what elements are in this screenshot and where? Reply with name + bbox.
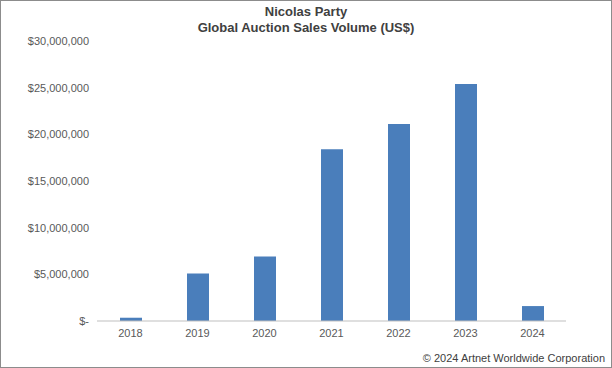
svg-text:$10,000,000: $10,000,000 [28,222,89,234]
svg-text:2024: 2024 [520,327,544,339]
svg-text:2019: 2019 [185,327,209,339]
svg-text:$-: $- [79,315,89,327]
html-text:© 2024 Artnet Worldwide Corpor: © 2024 Artnet Worldwide Corporation [422,352,605,364]
svg-text:$20,000,000: $20,000,000 [28,128,89,140]
html-text:Nicolas Party: Nicolas Party [264,4,348,19]
svg-text:$5,000,000: $5,000,000 [34,268,89,280]
svg-text:$15,000,000: $15,000,000 [28,175,89,187]
svg-text:$30,000,000: $30,000,000 [28,35,89,47]
svg-text:$25,000,000: $25,000,000 [28,82,89,94]
svg-text:2018: 2018 [118,327,142,339]
svg-text:2021: 2021 [319,327,343,339]
html-text:Global Auction Sales Volume (U: Global Auction Sales Volume (US$) [197,20,415,35]
svg-text:2023: 2023 [453,327,477,339]
svg-text:2022: 2022 [386,327,410,339]
svg-text:2020: 2020 [252,327,276,339]
